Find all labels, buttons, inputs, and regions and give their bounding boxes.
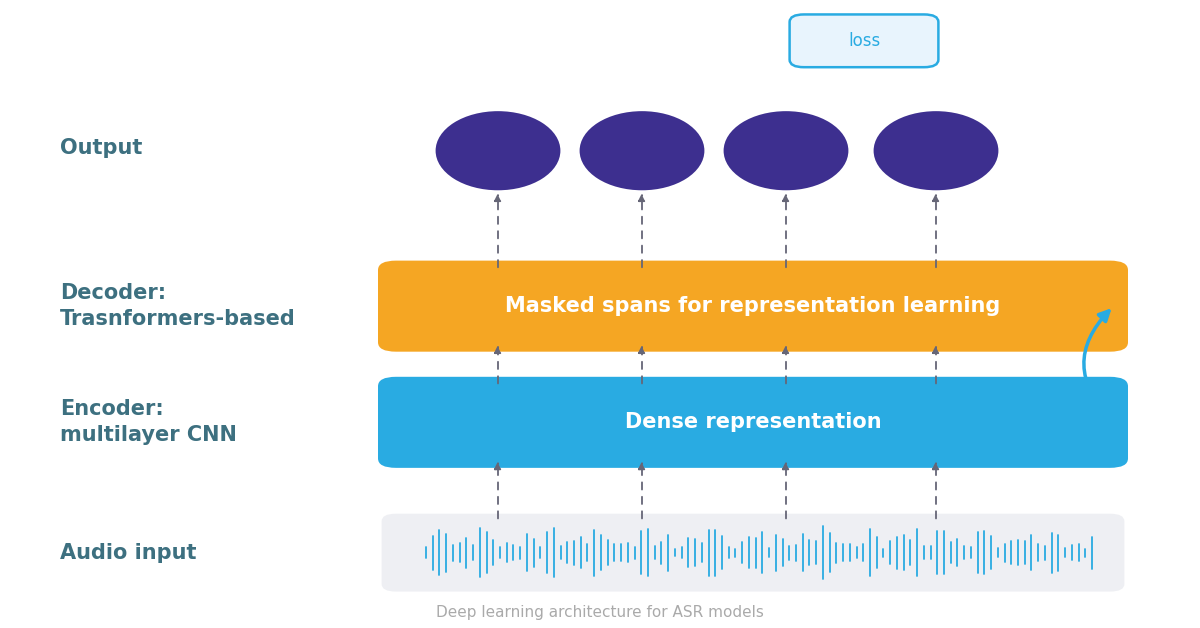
Text: Decoder:
Trasnformers-based: Decoder: Trasnformers-based <box>60 283 295 329</box>
Text: Audio input: Audio input <box>60 543 197 563</box>
FancyBboxPatch shape <box>382 514 1124 592</box>
Ellipse shape <box>436 111 560 190</box>
Text: Deep learning architecture for ASR models: Deep learning architecture for ASR model… <box>436 605 764 620</box>
Text: Encoder:
multilayer CNN: Encoder: multilayer CNN <box>60 399 236 445</box>
Text: loss: loss <box>848 32 880 50</box>
FancyBboxPatch shape <box>790 14 938 67</box>
Text: Dense representation: Dense representation <box>625 413 881 432</box>
Text: Output: Output <box>60 138 143 158</box>
FancyBboxPatch shape <box>378 261 1128 352</box>
Text: Masked spans for representation learning: Masked spans for representation learning <box>505 296 1001 316</box>
Ellipse shape <box>724 111 848 190</box>
FancyBboxPatch shape <box>378 377 1128 468</box>
Ellipse shape <box>874 111 998 190</box>
Ellipse shape <box>580 111 704 190</box>
